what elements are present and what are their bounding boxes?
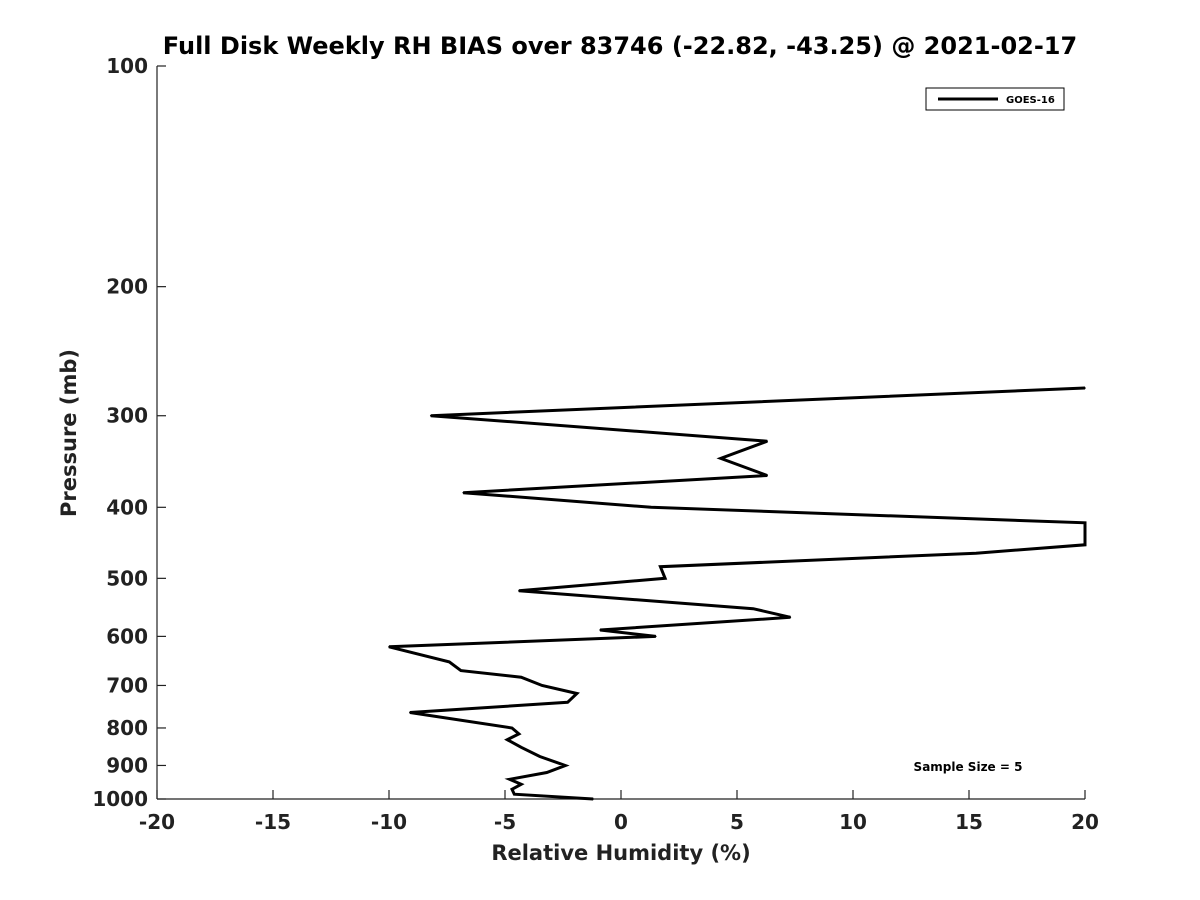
data-point xyxy=(520,783,523,786)
y-tick-label: 400 xyxy=(106,495,148,519)
data-point xyxy=(766,474,768,477)
data-point xyxy=(650,506,652,509)
data-point xyxy=(975,552,977,554)
x-ticks: -20 -15 -10 -5 0 5 10 15 20 xyxy=(139,790,1099,834)
data-point xyxy=(1084,522,1086,524)
data-point xyxy=(719,457,722,460)
x-tick-label: 10 xyxy=(839,810,867,834)
chart-title: Full Disk Weekly RH BIAS over 83746 (-22… xyxy=(163,32,1077,60)
data-point xyxy=(462,491,465,494)
data-point xyxy=(513,793,516,795)
data-point xyxy=(766,440,768,443)
y-tick-label: 700 xyxy=(106,673,148,697)
data-point xyxy=(576,692,578,695)
series-layer xyxy=(388,386,1087,801)
data-point xyxy=(752,607,755,610)
x-tick-label: -20 xyxy=(139,810,175,834)
data-point xyxy=(599,629,601,631)
x-tick-label: 0 xyxy=(614,810,628,834)
data-point xyxy=(448,661,451,663)
data-point xyxy=(1084,387,1086,389)
legend-label-goes-16: GOES-16 xyxy=(1006,95,1055,106)
data-point xyxy=(520,676,523,678)
y-tick-label: 1000 xyxy=(92,787,148,811)
data-point xyxy=(659,565,662,568)
x-tick-label: -15 xyxy=(255,810,291,834)
data-point xyxy=(518,590,520,592)
legend: GOES-16 xyxy=(925,87,1065,111)
data-point xyxy=(541,684,543,687)
y-tick-label: 100 xyxy=(106,54,148,78)
data-point xyxy=(545,771,548,774)
x-tick-label: 15 xyxy=(955,810,983,834)
data-point xyxy=(564,764,567,767)
data-point xyxy=(789,616,792,619)
y-tick-label: 600 xyxy=(106,624,148,648)
data-point xyxy=(388,646,390,648)
y-tick-label: 900 xyxy=(106,753,148,777)
y-tick-label: 800 xyxy=(106,716,148,740)
data-point xyxy=(511,727,513,729)
data-point xyxy=(518,733,520,735)
data-point xyxy=(1084,544,1086,546)
data-point xyxy=(506,738,509,741)
y-tick-label: 200 xyxy=(106,275,148,299)
y-tick-label: 300 xyxy=(106,404,148,428)
data-point xyxy=(520,746,523,749)
y-axis-label: Pressure (mb) xyxy=(57,349,81,517)
data-point xyxy=(460,669,462,672)
y-ticks: 100 200 300 400 500 600 700 800 900 1000 xyxy=(92,54,166,811)
data-point xyxy=(592,798,594,800)
x-tick-label: -10 xyxy=(371,810,407,834)
data-point xyxy=(511,788,513,791)
data-point xyxy=(409,711,411,714)
x-tick-label: 20 xyxy=(1071,810,1099,834)
data-point xyxy=(655,635,657,638)
x-axis-label: Relative Humidity (%) xyxy=(491,841,750,865)
data-point xyxy=(539,755,541,758)
data-point xyxy=(508,778,511,781)
data-point xyxy=(664,577,666,580)
sample-size-annotation: Sample Size = 5 xyxy=(914,760,1023,774)
x-tick-label: -5 xyxy=(494,810,516,834)
data-point xyxy=(429,414,432,417)
x-tick-label: 5 xyxy=(730,810,744,834)
data-point xyxy=(566,701,569,704)
y-tick-label: 500 xyxy=(106,566,148,590)
